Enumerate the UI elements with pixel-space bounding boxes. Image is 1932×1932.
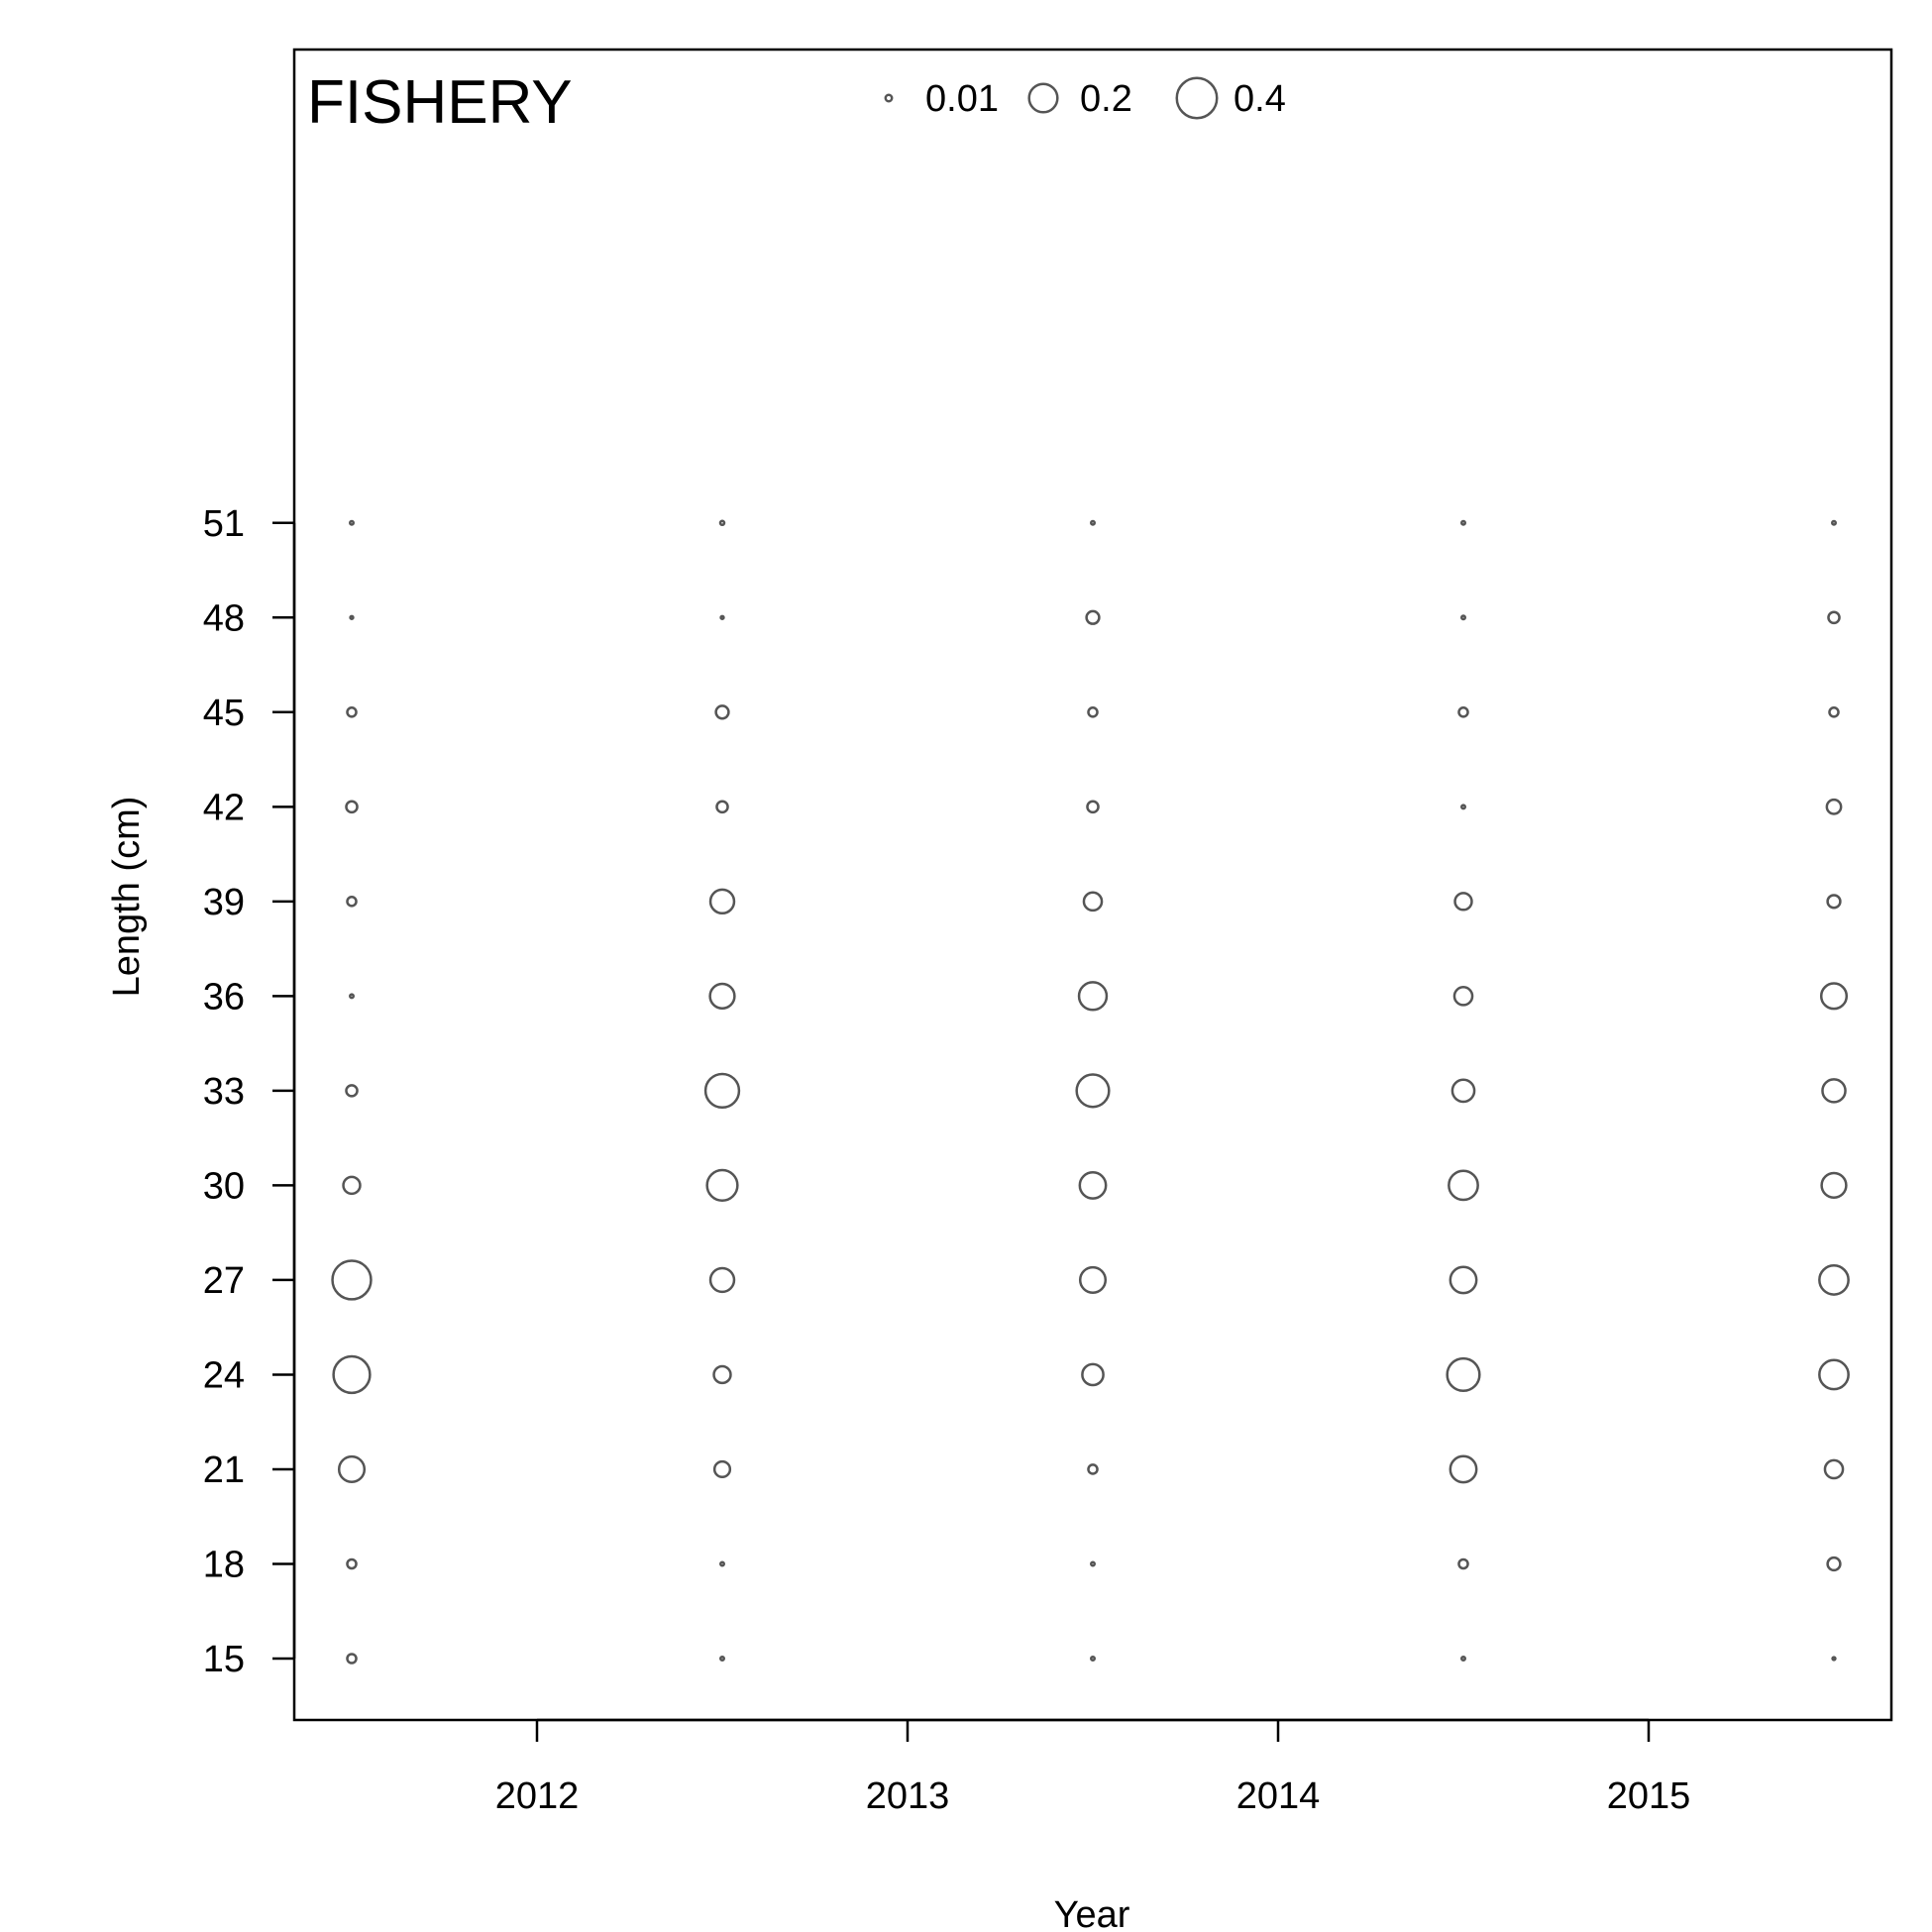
bubble bbox=[1820, 1171, 1848, 1200]
y-tick-label: 27 bbox=[203, 1260, 245, 1302]
bubble bbox=[342, 1175, 362, 1196]
bubble bbox=[1449, 1265, 1478, 1295]
bubble bbox=[719, 1656, 725, 1662]
bubble bbox=[1831, 519, 1837, 526]
bubble bbox=[1818, 1358, 1850, 1391]
bubble bbox=[1460, 519, 1466, 526]
bubble bbox=[1086, 800, 1100, 814]
bubble bbox=[337, 1454, 367, 1484]
legend-bubble bbox=[1027, 82, 1059, 114]
bubble bbox=[1448, 1169, 1479, 1202]
bubble bbox=[1090, 1560, 1096, 1567]
bubble bbox=[708, 1266, 736, 1294]
bubble bbox=[1081, 1362, 1105, 1387]
x-axis-title: Year bbox=[1054, 1894, 1130, 1932]
legend-label: 0.2 bbox=[1080, 78, 1132, 120]
bubble bbox=[1827, 610, 1841, 625]
y-tick-label: 42 bbox=[203, 787, 245, 828]
panel-label: FISHERY bbox=[307, 68, 573, 137]
bubble bbox=[708, 888, 736, 915]
y-tick-label: 39 bbox=[203, 882, 245, 923]
bubble bbox=[712, 1364, 732, 1385]
y-tick-label: 18 bbox=[203, 1544, 245, 1585]
bubble bbox=[703, 1072, 741, 1110]
bubble bbox=[705, 1168, 739, 1203]
x-tick-label: 2015 bbox=[1607, 1775, 1691, 1817]
bubble bbox=[349, 519, 355, 526]
bubble bbox=[718, 519, 726, 527]
bubble bbox=[1453, 892, 1473, 912]
legend: 0.01 0.2 0.4 bbox=[884, 76, 1286, 120]
bubble bbox=[1090, 519, 1096, 526]
y-tick-label: 21 bbox=[203, 1449, 245, 1491]
bubble bbox=[1078, 1170, 1108, 1200]
bubble bbox=[345, 800, 359, 814]
y-tick-label: 48 bbox=[203, 597, 245, 639]
legend-label: 0.01 bbox=[925, 78, 999, 120]
bubble bbox=[1087, 706, 1099, 718]
y-tick-label: 33 bbox=[203, 1071, 245, 1113]
bubble bbox=[1452, 986, 1474, 1007]
bubble bbox=[1826, 894, 1842, 910]
x-tick-label: 2012 bbox=[495, 1775, 580, 1817]
bubble bbox=[714, 704, 730, 720]
bubble bbox=[346, 1557, 358, 1570]
bubble bbox=[349, 993, 355, 1000]
bubbles bbox=[331, 519, 1850, 1664]
x-axis: 2012 2013 2014 2015 bbox=[495, 1718, 1691, 1817]
bubble bbox=[1078, 1265, 1108, 1294]
y-tick-label: 15 bbox=[203, 1639, 245, 1680]
y-axis: 15 18 21 24 27 30 33 36 39 42 45 48 51 bbox=[203, 503, 296, 1680]
y-tick-label: 51 bbox=[203, 503, 245, 545]
legend-label: 0.4 bbox=[1234, 78, 1286, 120]
bubble bbox=[1450, 1078, 1476, 1104]
bubble bbox=[346, 896, 358, 908]
bubble bbox=[1446, 1356, 1481, 1393]
y-tick-label: 45 bbox=[203, 693, 245, 734]
y-axis-title: Length (cm) bbox=[106, 797, 148, 998]
bubble bbox=[1831, 1656, 1837, 1662]
bubble bbox=[1828, 706, 1840, 718]
bubble bbox=[1090, 1656, 1096, 1662]
bubble bbox=[1825, 798, 1843, 815]
bubble bbox=[1457, 1557, 1469, 1570]
bubble bbox=[1460, 1656, 1466, 1662]
bubble bbox=[1449, 1454, 1478, 1484]
y-tick-label: 24 bbox=[203, 1354, 245, 1396]
bubble bbox=[1077, 981, 1109, 1012]
bubble bbox=[712, 1459, 732, 1479]
bubble bbox=[346, 706, 358, 718]
bubble bbox=[331, 1259, 373, 1301]
x-tick-label: 2014 bbox=[1236, 1775, 1321, 1817]
legend-bubble bbox=[884, 93, 894, 103]
bubble bbox=[1818, 1264, 1850, 1296]
bubble bbox=[349, 614, 355, 620]
bubble bbox=[1821, 1078, 1847, 1104]
bubble bbox=[1460, 614, 1466, 621]
x-tick-label: 2013 bbox=[866, 1775, 950, 1817]
bubble bbox=[1460, 804, 1466, 810]
legend-bubble bbox=[1175, 76, 1219, 120]
plot-frame bbox=[292, 48, 1893, 1722]
bubble bbox=[1819, 982, 1849, 1011]
bubble bbox=[1087, 1463, 1099, 1475]
bubble bbox=[345, 1084, 359, 1098]
bubble bbox=[332, 1354, 372, 1395]
y-tick-label: 30 bbox=[203, 1165, 245, 1207]
bubble bbox=[719, 1560, 725, 1567]
bubble bbox=[1082, 891, 1104, 912]
bubble bbox=[715, 800, 729, 814]
y-tick-label: 36 bbox=[203, 976, 245, 1018]
bubble bbox=[719, 614, 725, 620]
bubble bbox=[1823, 1458, 1845, 1480]
bubble bbox=[346, 1653, 358, 1664]
bubble bbox=[1457, 706, 1469, 718]
bubble bbox=[1085, 609, 1101, 625]
bubble bbox=[1826, 1556, 1842, 1572]
bubble bbox=[1075, 1073, 1111, 1109]
bubble bbox=[708, 982, 736, 1010]
